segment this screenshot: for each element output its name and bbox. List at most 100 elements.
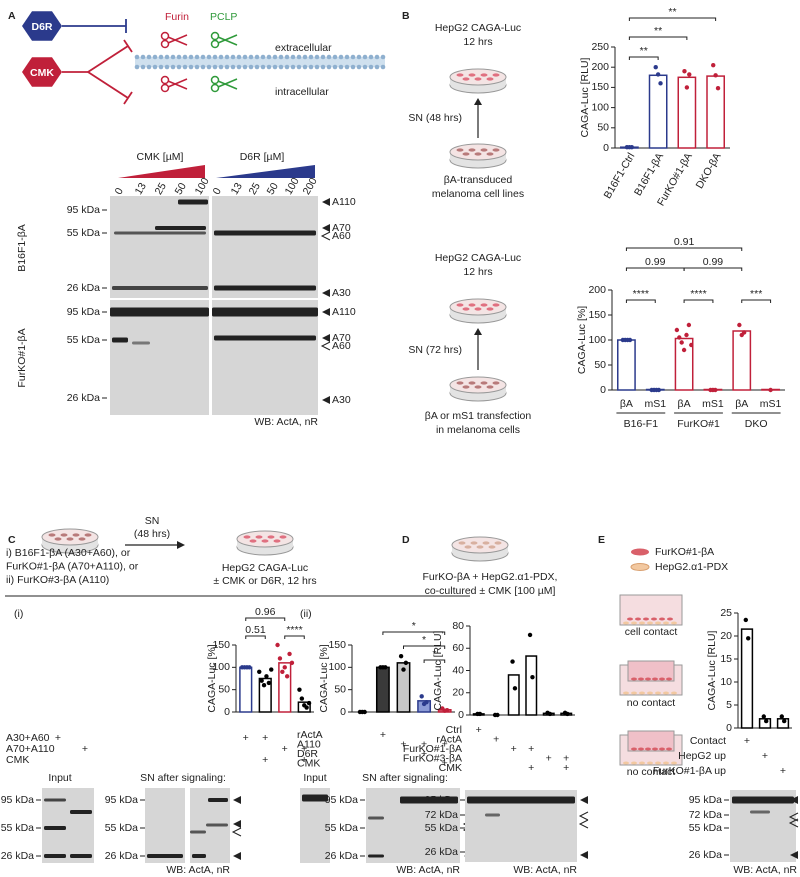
x-tick-label: DKO-βA	[694, 151, 724, 191]
kda-marker: 26 kDa	[325, 850, 358, 862]
data-point	[261, 683, 267, 688]
data-point	[746, 636, 751, 641]
x-tick-label: B16F1-Ctrl	[602, 151, 638, 201]
significance-bracket	[382, 631, 446, 635]
data-point	[779, 714, 784, 719]
lipid-head	[140, 64, 146, 70]
scissors-blade	[167, 78, 188, 88]
cell-icon	[492, 381, 500, 385]
lipid-head	[362, 64, 368, 70]
kda-marker: 55 kDa	[425, 822, 458, 834]
blot-band	[44, 854, 66, 858]
kda-marker: 55 kDa	[325, 822, 358, 834]
y-tick-label: 20	[452, 687, 464, 699]
lipid-head	[260, 64, 266, 70]
band-arrow	[578, 819, 589, 829]
band-arrow	[790, 796, 798, 804]
y-axis-title: CAGA-Luc [RLU]	[432, 630, 444, 710]
condition-label: A30+A60	[6, 732, 50, 744]
cell-icon	[671, 621, 677, 625]
band-label: A70	[332, 222, 351, 234]
inhibition-bar	[123, 91, 133, 105]
condition-mark: +	[563, 762, 569, 774]
significance-label: 0.99	[703, 256, 724, 268]
cell-icon	[645, 747, 651, 751]
wb-label: WB: ActA, nR	[396, 864, 460, 876]
lipid-head	[338, 64, 344, 70]
kda-marker: 26 kDa	[105, 850, 138, 862]
cell-icon	[623, 691, 629, 695]
band-label: A110	[332, 196, 356, 208]
data-point	[398, 653, 404, 659]
data-point	[655, 72, 661, 77]
y-tick-label: 10	[720, 676, 732, 688]
x-tick-label: βA	[678, 398, 691, 410]
band-arrow	[580, 796, 588, 804]
lipid-head	[158, 64, 164, 70]
data-point	[259, 678, 264, 683]
significance-bracket	[628, 17, 717, 21]
significance-label: ****	[633, 288, 649, 300]
dose-label: 100	[283, 176, 302, 197]
data-point	[403, 660, 409, 666]
lipid-head	[320, 64, 326, 70]
condition-mark: +	[442, 757, 448, 769]
kda-marker: 26 kDa	[689, 849, 722, 861]
blot-band	[400, 796, 458, 804]
wb-label: WB: ActA, nR	[733, 864, 797, 876]
condition-label: A70+A110	[6, 743, 55, 755]
source-label: i) B16F1-βA (A30+A60), or	[6, 547, 131, 559]
data-point	[289, 660, 295, 666]
scissors-icon	[160, 31, 170, 41]
lipid-head	[158, 54, 164, 60]
blot-band	[112, 337, 128, 343]
data-point	[653, 65, 658, 70]
lipid-head	[134, 54, 140, 60]
blot-band	[302, 794, 328, 802]
lipid-head	[278, 64, 284, 70]
blot-band	[190, 830, 206, 834]
condition-mark: +	[380, 729, 386, 741]
lipid-head	[290, 64, 296, 70]
lipid-head	[134, 64, 140, 70]
cell-icon	[255, 535, 263, 539]
legend-cell	[631, 548, 649, 556]
kda-marker: 55 kDa	[105, 822, 138, 834]
lipid-head	[302, 54, 308, 60]
y-tick-label: 0	[340, 706, 346, 718]
lipid-head	[152, 64, 158, 70]
cell-icon	[663, 761, 669, 765]
data-point	[266, 680, 272, 686]
scissors-icon	[160, 83, 170, 93]
scissors-icon	[210, 83, 220, 93]
western-blot	[212, 300, 318, 415]
cell-icon	[631, 761, 637, 765]
significance-label: 0.91	[674, 236, 695, 248]
blot-band	[155, 226, 206, 230]
significance-bracket	[741, 299, 772, 303]
condition-label: Contact	[690, 735, 726, 747]
significance-bracket	[423, 659, 446, 663]
setup-label: FurKO-βA + HepG2.α1-PDX,	[423, 571, 558, 583]
data-point	[782, 718, 787, 724]
y-tick-label: 150	[591, 81, 609, 93]
data-point	[627, 337, 633, 343]
lipid-head	[164, 54, 170, 60]
group-label: DKO	[745, 418, 768, 430]
y-tick-label: 20	[720, 630, 732, 642]
cell-icon	[492, 303, 500, 307]
lipid-head	[140, 54, 146, 60]
data-point	[656, 387, 662, 393]
data-point	[287, 651, 292, 657]
x-tick-label: mS1	[644, 398, 666, 410]
blot-band	[70, 854, 92, 858]
data-point	[682, 69, 687, 74]
legend-cell	[630, 563, 650, 571]
data-point	[477, 711, 483, 717]
blot-band	[485, 813, 500, 817]
y-tick-label: 250	[591, 41, 609, 53]
western-blot	[145, 788, 185, 863]
dish-top	[236, 530, 294, 548]
condition-mark: +	[563, 752, 569, 764]
band-label: A70	[332, 332, 351, 344]
